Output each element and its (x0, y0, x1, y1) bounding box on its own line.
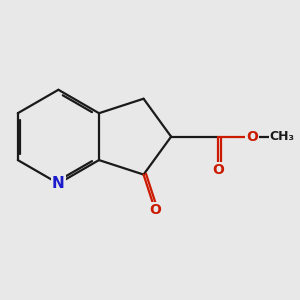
Text: N: N (52, 176, 65, 191)
Text: O: O (149, 203, 161, 217)
Text: O: O (212, 164, 224, 177)
Text: O: O (246, 130, 258, 144)
Text: CH₃: CH₃ (270, 130, 295, 143)
